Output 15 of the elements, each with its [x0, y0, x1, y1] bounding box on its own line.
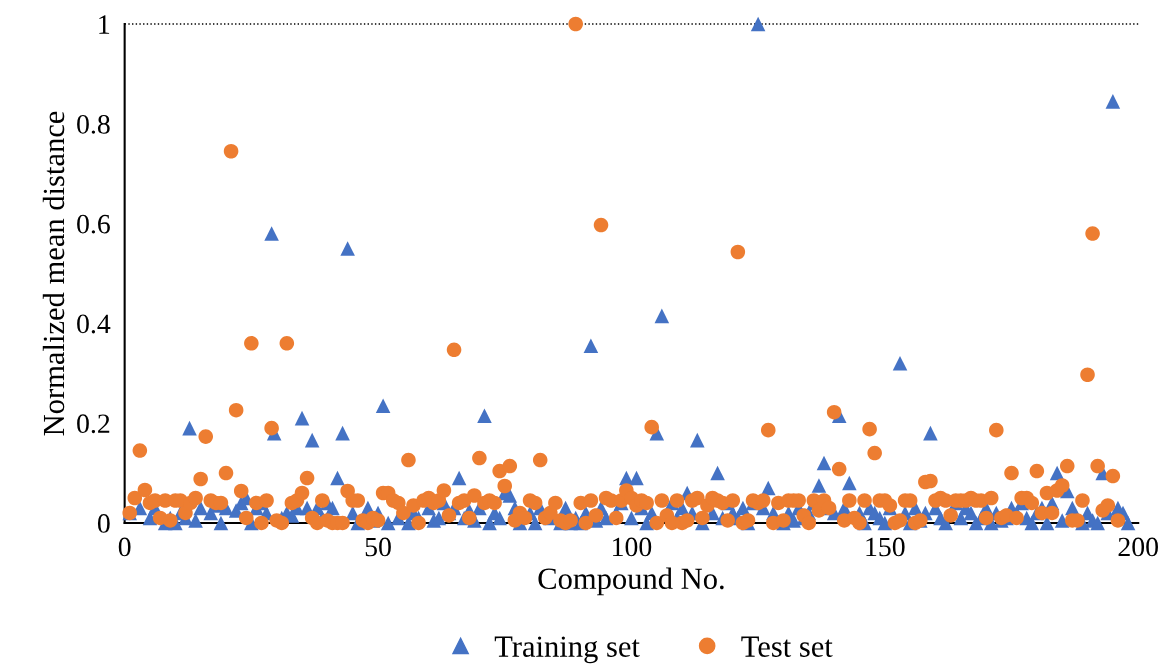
y-tick-label: 0.2 [77, 414, 110, 434]
x-tick-label: 50 [365, 537, 391, 557]
x-axis-title: Compound No. [538, 567, 724, 596]
x-tick-label: 150 [866, 537, 905, 557]
y-axis-title: Normalized mean distance [42, 111, 65, 436]
legend-label: Test set [741, 636, 833, 657]
y-tick-label: 0.4 [77, 314, 111, 334]
y-tick-label: 0 [97, 514, 110, 533]
x-tick-label: 200 [1118, 537, 1158, 557]
y-tick-label: 0.8 [77, 114, 110, 134]
legend-label: Training set [494, 636, 640, 664]
y-tick-label: 0.6 [77, 214, 110, 234]
x-tick-label: 0 [118, 537, 131, 557]
y-tick-label: 1 [99, 15, 110, 34]
x-tick-label: 100 [613, 537, 652, 557]
